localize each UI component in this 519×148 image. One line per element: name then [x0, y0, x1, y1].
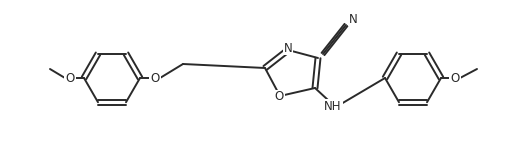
- Text: O: O: [450, 71, 460, 85]
- Text: O: O: [65, 71, 75, 85]
- Text: O: O: [275, 90, 283, 103]
- Text: O: O: [151, 71, 160, 85]
- Text: N: N: [349, 12, 358, 25]
- Text: NH: NH: [324, 99, 342, 112]
- Text: N: N: [283, 41, 292, 54]
